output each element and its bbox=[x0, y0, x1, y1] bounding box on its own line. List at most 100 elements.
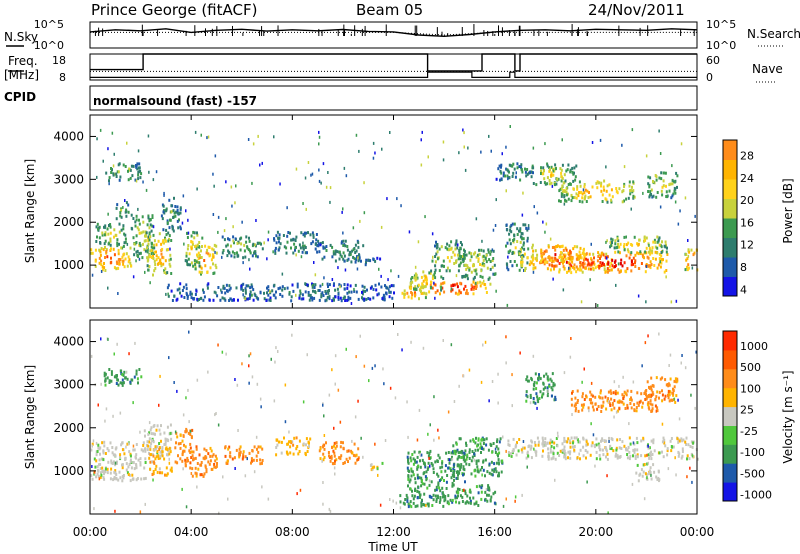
velocity-cell bbox=[115, 382, 118, 385]
velocity-colorbar-swatch bbox=[723, 349, 737, 370]
velocity-cell bbox=[122, 373, 125, 377]
velocity-cell bbox=[138, 368, 141, 371]
velocity-cell bbox=[200, 473, 203, 477]
velocity-cell bbox=[542, 444, 545, 448]
power-cell bbox=[594, 266, 597, 270]
velocity-cell bbox=[465, 457, 468, 461]
velocity-cell bbox=[296, 445, 299, 448]
velocity-cell bbox=[542, 439, 545, 443]
velocity-cell bbox=[164, 473, 166, 477]
velocity-cell bbox=[458, 455, 461, 458]
power-cell bbox=[495, 177, 498, 181]
power-cell bbox=[322, 246, 325, 250]
power-cell bbox=[433, 281, 435, 285]
power-cell bbox=[125, 201, 128, 205]
velocity-cell bbox=[420, 484, 423, 488]
power-cell bbox=[493, 273, 496, 276]
velocity-cell bbox=[168, 356, 170, 360]
power-cell bbox=[305, 231, 307, 235]
power-cell bbox=[590, 242, 592, 246]
power-cell bbox=[349, 284, 352, 288]
velocity-cell bbox=[192, 458, 194, 462]
power-cell bbox=[135, 179, 138, 183]
power-cell bbox=[259, 290, 262, 294]
velocity-cell bbox=[410, 474, 413, 478]
velocity-cell bbox=[305, 437, 308, 441]
power-cell bbox=[249, 295, 252, 299]
velocity-cell bbox=[598, 395, 601, 399]
power-cell bbox=[344, 268, 347, 272]
power-cell bbox=[630, 260, 633, 264]
power-cell bbox=[170, 272, 173, 275]
power-cell bbox=[288, 291, 291, 294]
power-cell bbox=[212, 255, 215, 259]
power-cell bbox=[295, 235, 298, 239]
velocity-cell bbox=[667, 467, 670, 471]
power-cell bbox=[150, 245, 153, 249]
power-cell bbox=[220, 290, 223, 294]
velocity-cell bbox=[156, 445, 159, 449]
velocity-cell bbox=[493, 501, 496, 505]
power-cell bbox=[374, 259, 377, 263]
power-cell bbox=[573, 171, 575, 175]
power-cell bbox=[650, 263, 653, 266]
velocity-cell bbox=[616, 438, 619, 442]
power-cell bbox=[207, 135, 210, 139]
velocity-cell bbox=[437, 474, 440, 478]
power-cell bbox=[462, 258, 465, 261]
power-cell bbox=[593, 262, 596, 266]
velocity-cell bbox=[618, 446, 621, 450]
velocity-cell bbox=[427, 502, 430, 506]
power-cell bbox=[561, 192, 564, 196]
velocity-cell bbox=[158, 403, 160, 407]
power-cell bbox=[169, 247, 171, 251]
power-cell bbox=[95, 225, 98, 229]
power-cell bbox=[551, 264, 554, 268]
power-cell bbox=[434, 276, 437, 280]
power-cell bbox=[355, 249, 358, 253]
power-cell bbox=[153, 269, 156, 273]
power-cell bbox=[658, 257, 661, 261]
power-cell bbox=[664, 245, 667, 249]
power-cell bbox=[521, 170, 524, 174]
power-cell bbox=[531, 258, 534, 262]
power-cell bbox=[507, 169, 510, 173]
power-cell bbox=[567, 197, 570, 201]
velocity-cell bbox=[651, 403, 654, 407]
power-cell bbox=[96, 222, 99, 226]
velocity-cell bbox=[423, 482, 426, 486]
velocity-cell bbox=[340, 454, 343, 458]
power-cell bbox=[458, 289, 461, 293]
power-cell bbox=[357, 245, 360, 249]
power-cell bbox=[575, 270, 578, 274]
velocity-cell bbox=[189, 433, 192, 436]
power-cell bbox=[129, 246, 132, 250]
power-cell bbox=[431, 277, 434, 280]
velocity-cell bbox=[267, 497, 270, 501]
power-cell bbox=[105, 251, 108, 255]
power-cell bbox=[422, 270, 425, 274]
power-cell bbox=[661, 185, 664, 189]
velocity-cell bbox=[437, 481, 440, 485]
power-cell bbox=[614, 242, 617, 246]
velocity-cell bbox=[194, 471, 197, 475]
velocity-cell bbox=[110, 370, 113, 374]
power-cell bbox=[519, 229, 522, 233]
power-cell bbox=[349, 296, 352, 300]
power-cell bbox=[228, 284, 231, 288]
velocity-cell bbox=[459, 494, 462, 498]
velocity-cell bbox=[656, 390, 659, 394]
velocity-cell bbox=[100, 382, 102, 386]
velocity-cell bbox=[567, 456, 569, 460]
power-cell bbox=[151, 224, 154, 228]
velocity-cell bbox=[447, 451, 450, 454]
velocity-cell bbox=[146, 448, 149, 452]
velocity-cell bbox=[567, 450, 570, 454]
power-cell bbox=[113, 152, 115, 156]
power-cell bbox=[516, 166, 519, 170]
power-cell bbox=[359, 219, 361, 223]
velocity-cell bbox=[463, 455, 465, 459]
velocity-cell bbox=[102, 476, 105, 480]
power-cell bbox=[619, 242, 622, 246]
